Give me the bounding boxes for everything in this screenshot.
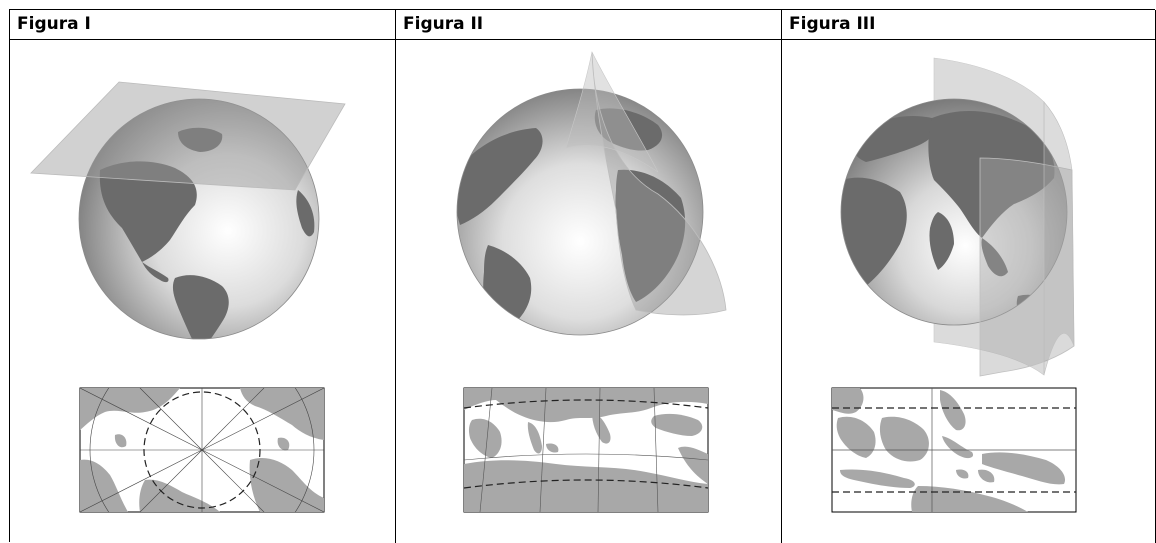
projection-plane	[30, 81, 346, 191]
azimuthal-map	[79, 387, 325, 513]
figure-1-header: Figura I	[10, 10, 395, 40]
figure-table: Figura I	[9, 9, 1156, 543]
conic-map-meridians	[464, 388, 708, 512]
figure-3-title: Figura III	[789, 14, 876, 34]
cylindrical-projection-illustration	[831, 57, 1077, 513]
cylindrical-map	[831, 387, 1077, 513]
figure-1-title: Figura I	[17, 14, 91, 34]
globe-1-continents	[99, 127, 315, 339]
figure-2-title: Figura II	[403, 14, 484, 34]
figure-1-cell: Figura I	[10, 10, 396, 543]
azimuthal-map-graticule	[80, 388, 324, 512]
figure-3-cell: Figura III	[782, 10, 1156, 543]
projection-cylinder-edge	[1043, 101, 1075, 376]
globe-2-continents	[457, 108, 686, 330]
figure-2-header: Figura II	[396, 10, 781, 40]
conic-map	[463, 387, 709, 513]
globe-1	[78, 98, 320, 340]
conic-map-land	[464, 388, 708, 512]
projection-cone-back	[565, 51, 659, 173]
conic-projection-illustration	[456, 51, 727, 513]
figure-2-cell: Figura II	[396, 10, 782, 543]
globe-2	[456, 88, 704, 336]
planar-projection-illustration	[30, 81, 346, 513]
conic-map-standard-parallel-north	[464, 399, 708, 409]
azimuthal-map-circle	[143, 391, 261, 509]
figure-3-header: Figura III	[782, 10, 1156, 40]
projection-cone	[591, 51, 727, 316]
conic-map-standard-parallel-south	[464, 479, 708, 489]
cylindrical-map-graticule	[832, 388, 1076, 512]
